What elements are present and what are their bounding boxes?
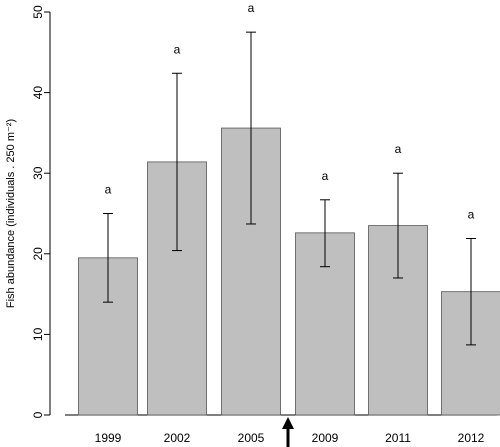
- significance-label-2009: a: [322, 169, 329, 183]
- y-tick-label-50: 50: [31, 5, 45, 19]
- x-tick-label-2009: 2009: [312, 431, 339, 445]
- x-tick-label-1999: 1999: [95, 431, 122, 445]
- significance-label-2005: a: [248, 1, 255, 15]
- y-tick-label-40: 40: [31, 86, 45, 100]
- significance-label-2011: a: [395, 142, 402, 156]
- y-axis-label: Fish abundance (individuals . 250 m⁻²): [5, 119, 17, 308]
- arrow-up-icon: [282, 417, 294, 429]
- y-tick-label-20: 20: [31, 247, 45, 261]
- y-tick-label-0: 0: [31, 411, 45, 418]
- y-tick-label-10: 10: [31, 327, 45, 341]
- x-tick-label-2005: 2005: [238, 431, 265, 445]
- significance-label-2012: a: [468, 207, 475, 221]
- significance-label-1999: a: [105, 183, 112, 197]
- x-tick-label-2002: 2002: [164, 431, 191, 445]
- x-tick-label-2011: 2011: [385, 431, 411, 445]
- y-tick-label-30: 30: [31, 166, 45, 180]
- x-tick-label-2012: 2012: [458, 431, 485, 445]
- significance-label-2002: a: [174, 42, 181, 56]
